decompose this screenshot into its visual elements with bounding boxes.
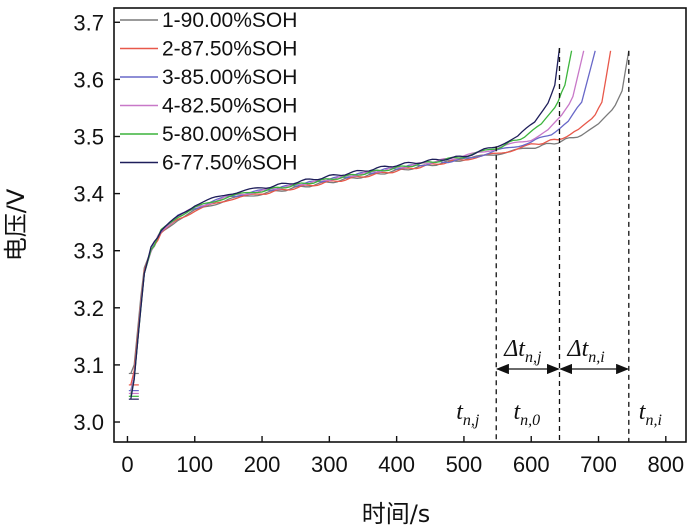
y-tick-label: 3.7 — [73, 10, 104, 35]
legend-entry-4: 4-82.50%SOH — [162, 95, 297, 118]
plot-area — [113, 7, 687, 443]
delta-label-main: Δt — [503, 336, 526, 362]
legend-entry-5: 5-80.00%SOH — [162, 123, 297, 146]
delta-label-sub: n,i — [588, 349, 604, 366]
y-tick-label: 3.1 — [73, 353, 104, 378]
vline-label-3: tn,i — [639, 399, 662, 429]
vline-label-sub: n,j — [463, 412, 480, 429]
legend-entry-1: 1-90.00%SOH — [162, 9, 297, 32]
delta-label-1: Δtn,j — [503, 336, 542, 366]
delta-label-main: Δt — [566, 336, 589, 362]
y-tick-label: 3.4 — [73, 182, 104, 207]
x-tick-label: 600 — [513, 452, 550, 477]
vline-label-main: t — [639, 399, 647, 425]
x-axis-label: 时间/s — [362, 500, 431, 528]
x-tick-label: 500 — [446, 452, 483, 477]
vline-label-sub: n,0 — [520, 412, 540, 429]
series-line-6 — [130, 47, 561, 400]
x-tick-label: 0 — [121, 452, 133, 477]
x-tick-label: 200 — [244, 452, 281, 477]
y-tick-label: 3.0 — [73, 410, 104, 435]
delta-label-2: Δtn,i — [566, 336, 604, 366]
y-tick-label: 3.2 — [73, 296, 104, 321]
y-axis-label: 电压/V — [2, 188, 30, 261]
x-tick-label: 800 — [647, 452, 684, 477]
vline-label-2: tn,0 — [513, 399, 540, 429]
vline-label-main: t — [513, 399, 521, 425]
legend-entry-6: 6-77.50%SOH — [162, 152, 297, 175]
x-tick-label: 400 — [378, 452, 415, 477]
vline-label-1: tn,j — [456, 399, 480, 429]
plot-frame — [113, 7, 687, 443]
vline-label-main: t — [456, 399, 464, 425]
delta-label-sub: n,j — [525, 349, 542, 366]
y-tick-label: 3.5 — [73, 124, 104, 149]
legend-entry-2: 2-87.50%SOH — [162, 38, 297, 61]
vline-label-sub: n,i — [645, 412, 661, 429]
x-tick-label: 300 — [311, 452, 348, 477]
x-tick-label: 700 — [580, 452, 617, 477]
legend: 1-90.00%SOH 2-87.50%SOH 3-85.00%SOH 4-82.50… — [120, 9, 297, 175]
axis-ticks: 0 100 200 300 400 500 600 700 800 3.0 3.1 3.2 3.3 3.4… — [73, 10, 684, 477]
series-line-1 — [130, 50, 630, 374]
series-lines — [128, 47, 630, 400]
y-tick-label: 3.6 — [73, 67, 104, 92]
series-line-5 — [130, 50, 573, 397]
y-tick-label: 3.3 — [73, 239, 104, 264]
x-tick-label: 100 — [176, 452, 213, 477]
series-line-4 — [130, 50, 585, 394]
legend-entry-3: 3-85.00%SOH — [162, 66, 297, 89]
